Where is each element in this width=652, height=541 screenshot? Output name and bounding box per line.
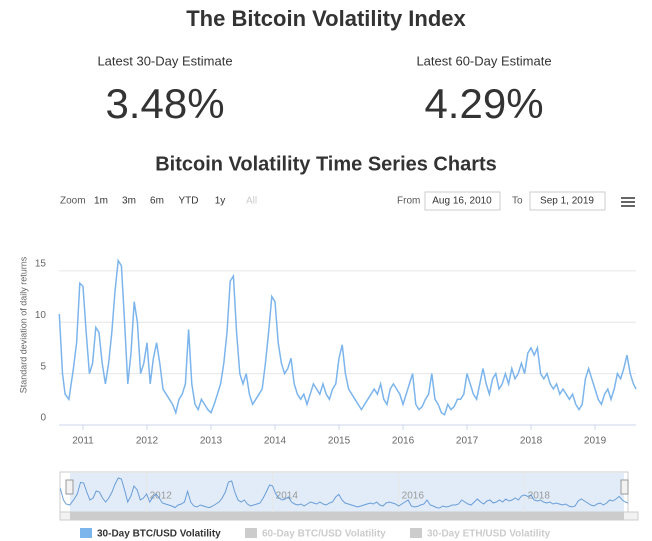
legend-label[interactable]: 30-Day BTC/USD Volatility xyxy=(97,529,221,540)
from-value[interactable]: Aug 16, 2010 xyxy=(432,196,492,207)
y-axis-label: Standard deviation of daily returns xyxy=(18,256,28,393)
menu-button[interactable] xyxy=(621,197,635,207)
navigator-tick-label: 2018 xyxy=(528,491,551,502)
x-tick-label: 2011 xyxy=(72,436,94,447)
from-input[interactable] xyxy=(424,191,501,211)
menu-bar[interactable] xyxy=(621,205,635,207)
y-tick-label: 10 xyxy=(35,310,47,321)
to-input[interactable] xyxy=(529,191,606,211)
navigator-line xyxy=(59,477,629,509)
x-tick-label: 2018 xyxy=(520,436,543,447)
chart-title: Bitcoin Volatility Time Series Charts xyxy=(155,153,497,175)
x-tick-label: 2017 xyxy=(456,436,479,447)
stat-label: Latest 30-Day Estimate xyxy=(97,53,232,68)
navigator-tick-label: 2014 xyxy=(276,491,299,502)
stat-value: 3.48% xyxy=(105,80,224,127)
legend-swatch[interactable] xyxy=(410,528,422,538)
x-tick-label: 2015 xyxy=(328,436,351,447)
y-tick-label: 0 xyxy=(40,413,46,424)
zoom-button[interactable]: 3m xyxy=(122,196,136,207)
x-tick-label: 2016 xyxy=(392,436,415,447)
x-tick-label: 2013 xyxy=(200,436,223,447)
scrollbar-thumb[interactable] xyxy=(70,512,624,520)
x-tick-label: 2014 xyxy=(264,436,287,447)
stat-label: Latest 60-Day Estimate xyxy=(416,53,551,68)
to-value[interactable]: Sep 1, 2019 xyxy=(540,196,594,207)
x-tick-label: 2012 xyxy=(136,436,159,447)
y-tick-label: 5 xyxy=(40,361,46,372)
zoom-button[interactable]: 1y xyxy=(215,196,226,207)
legend-swatch[interactable] xyxy=(245,528,257,538)
to-label: To xyxy=(512,196,523,207)
zoom-label: Zoom xyxy=(60,196,86,207)
zoom-button[interactable]: All xyxy=(246,196,257,207)
legend-label[interactable]: 60-Day BTC/USD Volatility xyxy=(262,529,386,540)
navigator-tick-label: 2012 xyxy=(150,491,173,502)
zoom-buttons: 1m 3m 6m YTD 1y All xyxy=(94,196,257,207)
stat-value: 4.29% xyxy=(424,80,543,127)
x-tick-label: 2019 xyxy=(584,436,607,447)
navigator-mask[interactable] xyxy=(70,473,624,512)
menu-bar[interactable] xyxy=(621,201,635,203)
legend-label[interactable]: 30-Day ETH/USD Volatility xyxy=(427,529,551,540)
y-tick-label: 15 xyxy=(35,258,47,269)
zoom-button[interactable]: YTD xyxy=(179,196,199,207)
zoom-button[interactable]: 6m xyxy=(150,196,164,207)
legend: 30-Day BTC/USD Volatility 60-Day BTC/USD … xyxy=(97,529,551,540)
navigator-tick-label: 2016 xyxy=(402,491,425,502)
zoom-button[interactable]: 1m xyxy=(94,196,108,207)
navigator-handle[interactable] xyxy=(620,479,629,495)
legend-swatch[interactable] xyxy=(80,528,92,538)
navigator-handle[interactable] xyxy=(65,479,74,495)
from-label: From xyxy=(397,196,420,207)
series-line xyxy=(58,258,637,416)
page-title: The Bitcoin Volatility Index xyxy=(186,6,466,31)
menu-bar[interactable] xyxy=(621,197,635,199)
